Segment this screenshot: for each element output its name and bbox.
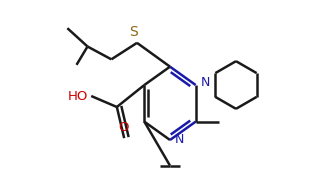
Text: O: O (118, 121, 128, 134)
Text: N: N (201, 76, 210, 89)
Text: N: N (175, 133, 184, 146)
Text: HO: HO (67, 89, 88, 103)
Text: S: S (129, 25, 138, 39)
